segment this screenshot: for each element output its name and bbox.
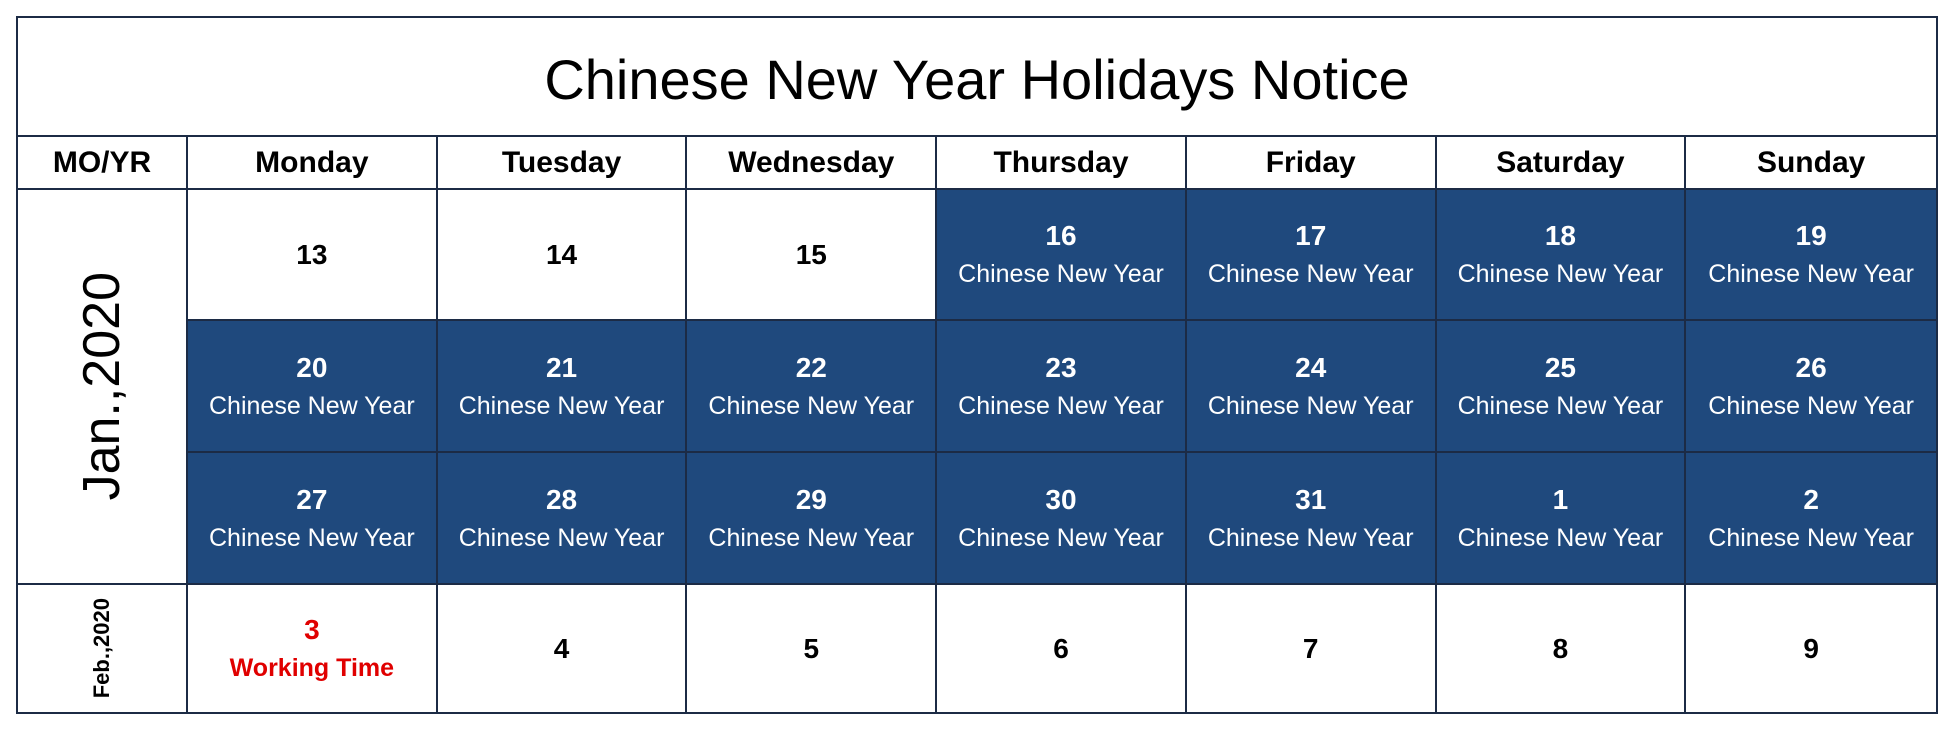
day-number: 30 <box>1045 483 1077 515</box>
holiday-label: Chinese New Year <box>458 523 665 552</box>
day-number: 25 <box>1544 351 1576 383</box>
holiday-day-cell: 29 Chinese New Year <box>687 453 938 585</box>
holiday-day-cell: 22 Chinese New Year <box>687 321 938 453</box>
day-number: 26 <box>1795 351 1827 383</box>
day-cell: 7 <box>1186 585 1437 712</box>
day-number: 2 <box>1803 483 1819 515</box>
month-label-cell: Feb.,2020 <box>18 585 188 712</box>
holiday-label: Chinese New Year <box>1708 391 1914 420</box>
day-number: 24 <box>1295 351 1327 383</box>
day-cell: 8 <box>1436 585 1687 712</box>
holiday-label: Chinese New Year <box>708 391 915 420</box>
column-header-friday: Friday <box>1186 137 1437 190</box>
day-number: 16 <box>1045 220 1077 251</box>
day-number: 14 <box>545 238 578 270</box>
column-header-sunday: Sunday <box>1686 137 1936 190</box>
column-header-wednesday: Wednesday <box>687 137 938 190</box>
day-cell: 9 <box>1686 585 1936 712</box>
holiday-day-cell: 27 Chinese New Year <box>188 453 438 585</box>
day-number: 6 <box>1053 632 1069 664</box>
column-header-thursday: Thursday <box>937 137 1187 190</box>
holiday-label: Chinese New Year <box>1708 523 1914 552</box>
holiday-label: Chinese New Year <box>458 391 665 420</box>
holiday-day-cell: 2 Chinese New Year <box>1686 453 1936 585</box>
day-number: 5 <box>803 632 820 664</box>
holiday-label: Chinese New Year <box>958 260 1164 288</box>
day-number: 4 <box>553 632 570 664</box>
month-label: Feb.,2020 <box>89 598 114 699</box>
day-number: 15 <box>795 238 827 270</box>
holiday-day-cell: 18 Chinese New Year <box>1436 190 1687 321</box>
holiday-label: Chinese New Year <box>1708 260 1914 288</box>
day-number: 1 <box>1552 483 1569 515</box>
day-number: 13 <box>296 238 328 270</box>
holiday-label: Chinese New Year <box>958 391 1164 420</box>
holiday-label: Chinese New Year <box>1207 523 1414 552</box>
day-number: 19 <box>1795 220 1827 251</box>
holiday-day-cell: 26 Chinese New Year <box>1686 321 1936 453</box>
day-number: 18 <box>1544 220 1576 251</box>
holiday-label: Chinese New Year <box>1457 391 1664 420</box>
day-number: 9 <box>1803 632 1819 664</box>
day-number: 3 <box>304 614 320 645</box>
working-time-label: Working Time <box>229 654 395 682</box>
holiday-label: Chinese New Year <box>1207 260 1414 288</box>
holiday-day-cell: 19 Chinese New Year <box>1686 190 1936 321</box>
working-day-cell: 3 Working Time <box>188 585 438 712</box>
day-cell: 4 <box>437 585 688 712</box>
page-title: Chinese New Year Holidays Notice <box>18 18 1936 137</box>
holiday-day-cell: 31 Chinese New Year <box>1186 453 1437 585</box>
day-number: 8 <box>1552 632 1569 664</box>
holiday-notice-table: Chinese New Year Holidays Notice MO/YR Mo… <box>16 16 1938 714</box>
holiday-day-cell: 1 Chinese New Year <box>1436 453 1687 585</box>
day-number: 23 <box>1045 351 1077 383</box>
day-number: 29 <box>795 483 827 515</box>
holiday-label: Chinese New Year <box>1207 391 1414 420</box>
holiday-day-cell: 21 Chinese New Year <box>437 321 688 453</box>
day-cell: 14 <box>437 190 688 321</box>
holiday-day-cell: 30 Chinese New Year <box>937 453 1187 585</box>
holiday-day-cell: 23 Chinese New Year <box>937 321 1187 453</box>
column-header-moyr: MO/YR <box>18 137 188 190</box>
day-number: 20 <box>296 351 328 383</box>
day-number: 31 <box>1295 483 1327 515</box>
column-header-tuesday: Tuesday <box>437 137 688 190</box>
holiday-day-cell: 25 Chinese New Year <box>1436 321 1687 453</box>
holiday-day-cell: 28 Chinese New Year <box>437 453 688 585</box>
day-number: 28 <box>545 483 578 515</box>
day-cell: 6 <box>937 585 1187 712</box>
holiday-label: Chinese New Year <box>958 523 1164 552</box>
day-cell: 5 <box>687 585 938 712</box>
month-label-cell: Jan.,2020 <box>18 190 188 585</box>
holiday-day-cell: 24 Chinese New Year <box>1186 321 1437 453</box>
column-header-saturday: Saturday <box>1436 137 1687 190</box>
day-number: 17 <box>1295 220 1327 251</box>
day-number: 7 <box>1302 632 1319 664</box>
day-number: 21 <box>545 351 578 383</box>
holiday-label: Chinese New Year <box>1457 260 1664 288</box>
day-number: 22 <box>795 351 827 383</box>
holiday-day-cell: 20 Chinese New Year <box>188 321 438 453</box>
month-label: Jan.,2020 <box>73 272 131 501</box>
column-header-monday: Monday <box>188 137 438 190</box>
holiday-label: Chinese New Year <box>209 391 415 420</box>
holiday-label: Chinese New Year <box>1457 523 1664 552</box>
holiday-day-cell: 16 Chinese New Year <box>937 190 1187 321</box>
day-number: 27 <box>296 483 328 515</box>
holiday-label: Chinese New Year <box>708 523 915 552</box>
calendar-grid: MO/YR Monday Tuesday Wednesday Thursday Frida… <box>18 137 1936 712</box>
day-cell: 13 <box>188 190 438 321</box>
holiday-day-cell: 17 Chinese New Year <box>1186 190 1437 321</box>
holiday-label: Chinese New Year <box>209 523 415 552</box>
day-cell: 15 <box>687 190 938 321</box>
